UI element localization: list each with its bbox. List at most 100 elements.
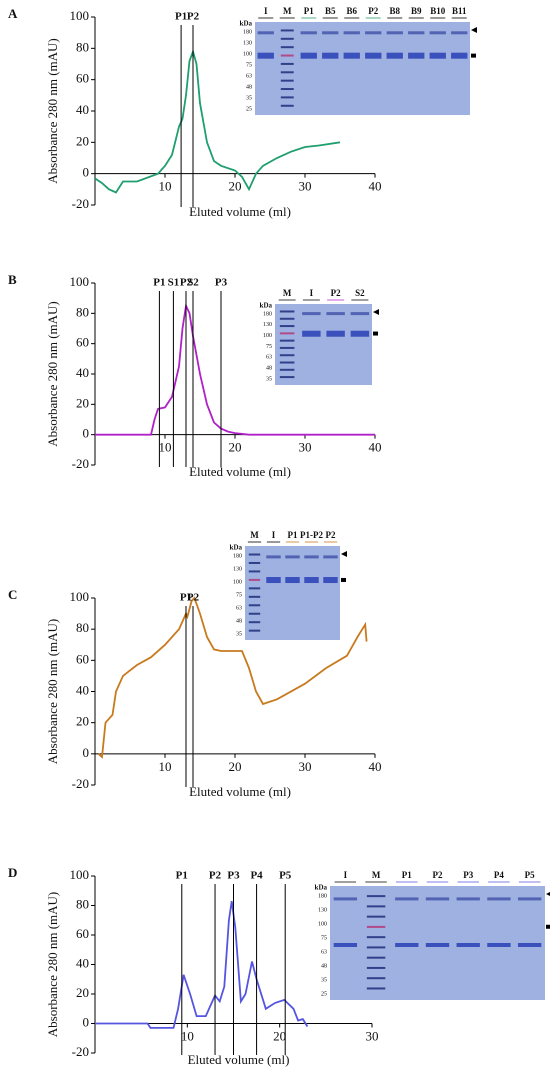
ladder-band: [279, 346, 295, 349]
gel-band: [285, 577, 300, 584]
kda-label: 130: [233, 566, 242, 572]
lane-label: P1-P2: [300, 530, 323, 540]
kda-label: 35: [236, 631, 242, 637]
gel-band: [451, 31, 468, 35]
kda-label: 180: [318, 893, 327, 899]
y-tick-label: -20: [72, 1044, 89, 1059]
gel-band: [266, 555, 281, 559]
ladder-band: [248, 587, 261, 590]
x-tick-label: 10: [181, 1028, 194, 1043]
kda-label: 63: [246, 73, 252, 79]
gel-band: [304, 577, 319, 584]
gel-band: [408, 52, 425, 59]
gel-band: [304, 555, 319, 559]
y-tick-label: 0: [83, 165, 90, 180]
kda-label: 100: [233, 579, 242, 585]
ladder-band: [280, 62, 294, 65]
y-tick-label: 20: [76, 133, 89, 148]
x-tick-label: 30: [299, 440, 312, 455]
lane-label: P4: [494, 870, 504, 880]
ladder-band: [280, 104, 294, 107]
ladder-band: [366, 946, 386, 949]
ladder-band: [248, 553, 261, 556]
ladder-band: [280, 46, 294, 49]
fraction-label: P1: [153, 277, 165, 289]
ladder-band: [279, 317, 295, 320]
gel-band: [326, 330, 345, 337]
lane-label: I: [264, 6, 268, 16]
y-tick-label: -20: [72, 776, 89, 791]
panel-letter: C: [8, 587, 17, 602]
ladder-band: [366, 966, 386, 969]
ladder-band: [279, 361, 295, 364]
y-tick-label: 0: [83, 1014, 90, 1029]
elution-curve: [94, 48, 341, 194]
y-tick-label: 80: [76, 620, 89, 635]
ladder-band: [248, 621, 261, 624]
lane-label: P3: [463, 870, 473, 880]
gel-band: [456, 897, 480, 901]
ladder-band: [366, 956, 386, 959]
ladder-band: [248, 561, 261, 564]
x-tick-label: 10: [159, 179, 172, 194]
gel-band: [285, 555, 300, 559]
gel-band: [322, 31, 339, 35]
ladder-band: [279, 354, 295, 357]
gel-band: [343, 31, 360, 35]
gel-band: [257, 52, 274, 59]
kda-label: 48: [266, 366, 272, 372]
fraction-label: S2: [187, 277, 199, 289]
gel-band: [395, 943, 419, 947]
lane-label: P1: [402, 870, 412, 880]
gel-band: [326, 312, 345, 316]
y-tick-label: 20: [76, 714, 89, 729]
gel-band: [302, 312, 321, 316]
y-tick-label: -20: [72, 196, 89, 211]
ladder-band: [279, 325, 295, 328]
marker-square: [373, 331, 378, 336]
lane-label: B8: [389, 6, 400, 16]
y-tick-label: 40: [76, 955, 89, 970]
fraction-label: P4: [250, 870, 263, 882]
lane-label: I: [310, 288, 314, 298]
gel-band: [517, 943, 542, 947]
gel-band: [323, 555, 338, 559]
lane-label: M: [250, 530, 259, 540]
fraction-label: P2: [187, 11, 200, 23]
y-tick-label: 80: [76, 39, 89, 54]
kda-label: 180: [243, 29, 252, 35]
gel-band: [517, 897, 542, 901]
y-axis-label: Absorbance 280 nm (mAU): [45, 38, 60, 184]
ladder-band: [248, 570, 261, 573]
gel-band: [487, 897, 511, 901]
kda-label: 100: [263, 333, 272, 339]
kda-unit: kDa: [260, 302, 273, 310]
gel-band: [365, 31, 382, 35]
gel-image: [245, 546, 340, 640]
marker-square: [546, 924, 550, 929]
lane-label: M: [283, 6, 292, 16]
gel-band: [408, 31, 425, 35]
y-tick-label: 20: [76, 395, 89, 410]
gel-band: [386, 52, 403, 59]
lane-label: P1: [304, 6, 314, 16]
kda-label: 75: [236, 592, 242, 598]
lane-label: P1: [288, 530, 298, 540]
gel-band: [350, 330, 370, 337]
y-tick-label: 40: [76, 682, 89, 697]
ladder-band: [366, 925, 386, 928]
ladder-band: [279, 339, 295, 342]
lane-label: I: [272, 530, 276, 540]
lane-label: B11: [452, 6, 467, 16]
lane-label: I: [344, 870, 348, 880]
kda-label: 100: [243, 51, 252, 57]
lane-label: B5: [325, 6, 336, 16]
ladder-band: [280, 71, 294, 74]
fraction-label: S1: [168, 277, 180, 289]
gel-band: [429, 31, 446, 35]
kda-label: 63: [266, 355, 272, 361]
ladder-band: [280, 29, 294, 32]
x-axis-label: Eluted volume (ml): [189, 204, 291, 219]
gel-band: [322, 52, 339, 59]
fraction-label: P5: [279, 870, 292, 882]
